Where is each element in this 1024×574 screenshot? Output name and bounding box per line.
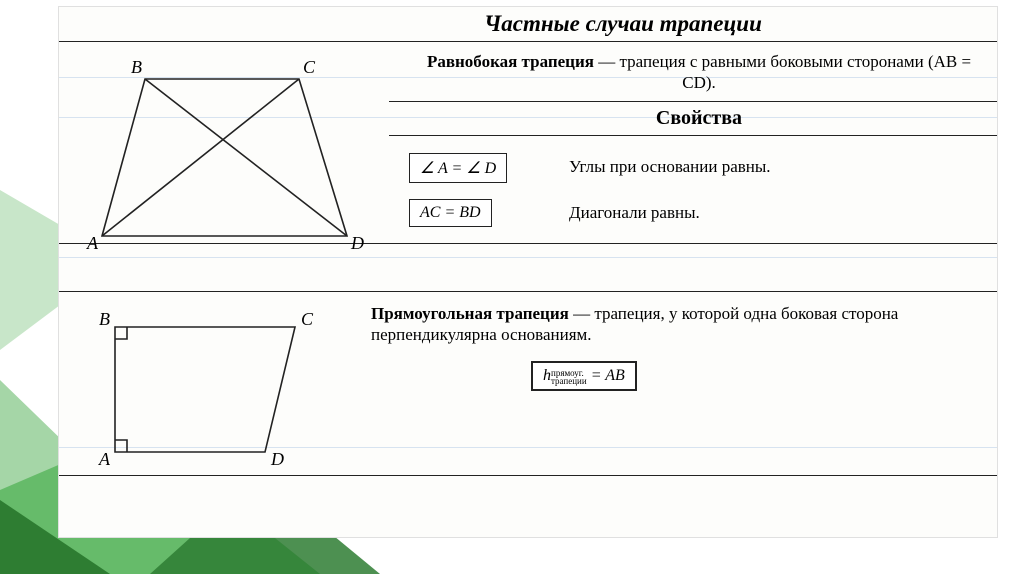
eq-ab: = AB (587, 367, 625, 384)
vertex-label: C (301, 309, 314, 329)
formula-diagonals-equal: AC = BD (409, 199, 492, 227)
vertex-label: B (99, 309, 110, 329)
subscript-2: трапеции (551, 376, 587, 386)
property-text-2: Диагонали равны. (569, 203, 700, 223)
figure-right-trapezoid: A B C D (85, 307, 345, 477)
property-text-1: Углы при основании равны. (569, 157, 771, 177)
divider (389, 101, 997, 102)
document-page: Частные случаи трапеции Равнобокая трапе… (58, 6, 998, 538)
right-trapezoid-definition: Прямоугольная трапеция — трапеция, у кот… (371, 303, 981, 346)
vertex-label: A (98, 449, 111, 469)
properties-heading: Свойства (579, 107, 819, 130)
divider (59, 475, 997, 476)
divider (389, 135, 997, 136)
term-rest: — трапеция с равными боковыми сторонами … (594, 52, 971, 92)
vertex-label: C (303, 57, 316, 77)
vertex-label: D (270, 449, 284, 469)
divider (59, 291, 997, 292)
h-symbol: h (543, 367, 551, 384)
term-bold: Равнобокая трапеция (427, 52, 594, 71)
vertex-label: B (131, 57, 142, 77)
term-bold: Прямоугольная трапеция (371, 304, 569, 323)
isosceles-definition: Равнобокая трапеция — трапеция с равными… (419, 51, 979, 94)
formula-height: hпрямоуг.трапеции = AB (531, 361, 637, 391)
section-gap (59, 243, 997, 287)
divider (59, 41, 997, 42)
page-title: Частные случаи трапеции (343, 11, 903, 37)
figure-isosceles-trapezoid: A B C D (77, 51, 377, 261)
formula-angles-equal: ∠ A = ∠ D (409, 153, 507, 183)
